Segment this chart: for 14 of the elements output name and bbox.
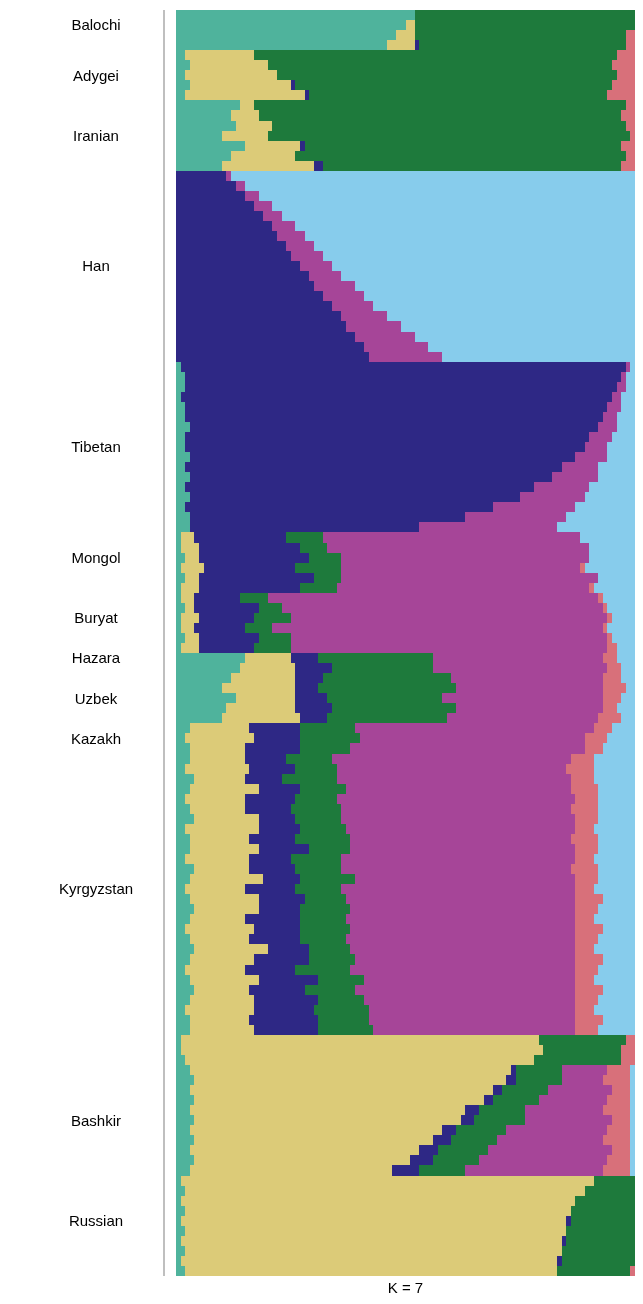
y-tick-label: Balochi xyxy=(71,16,121,34)
y-tick-label: Adygei xyxy=(73,66,119,84)
x-axis-title: K = 7 xyxy=(387,1279,424,1296)
y-tick-label: Bashkir xyxy=(70,1111,122,1129)
y-tick-label: Mongol xyxy=(71,548,121,566)
y-tick-label: Han xyxy=(82,257,110,275)
y-tick-label: Buryat xyxy=(74,609,119,627)
y-tick-label: Hazara xyxy=(71,649,121,667)
y-tick-label: Iranian xyxy=(73,126,119,144)
y-tick-label: Kyrgyzstan xyxy=(58,880,134,898)
y-tick-label: Kazakh xyxy=(70,729,122,747)
y-tick-label: Uzbek xyxy=(74,689,118,707)
y-tick-label: Tibetan xyxy=(71,438,121,456)
y-tick-label: Russian xyxy=(68,1211,124,1229)
